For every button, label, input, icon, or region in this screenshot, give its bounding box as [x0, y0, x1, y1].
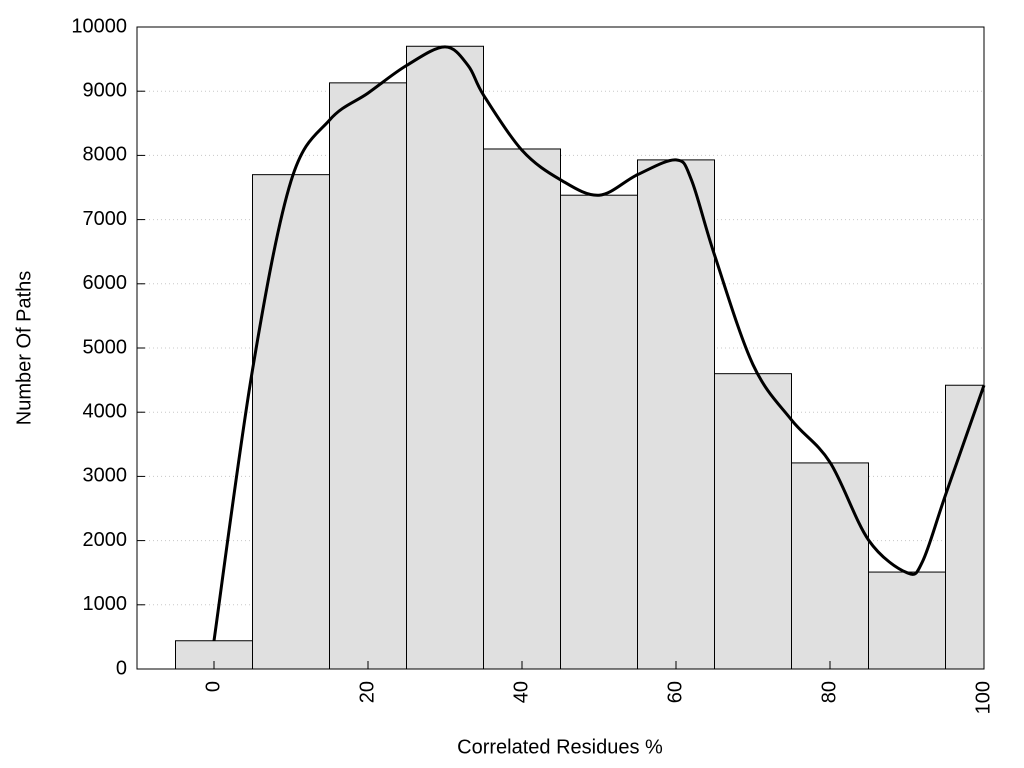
bar: [483, 148, 561, 670]
bar: [945, 384, 985, 670]
x-tick-label: 60: [664, 681, 686, 703]
y-tick-label: 9000: [83, 79, 128, 101]
bar: [252, 174, 330, 670]
bar: [560, 194, 638, 670]
bar: [637, 159, 715, 670]
bar: [329, 82, 407, 670]
x-tick-label: 80: [818, 681, 840, 703]
bar: [714, 373, 792, 670]
x-tick-label: 40: [510, 681, 532, 703]
y-tick-label: 3000: [83, 465, 128, 487]
y-tick-label: 2000: [83, 529, 128, 551]
y-tick-label: 5000: [83, 336, 128, 358]
y-tick-label: 6000: [83, 272, 128, 294]
x-tick-label: 0: [202, 681, 224, 692]
x-tick-label: 20: [356, 681, 378, 703]
y-axis-title: Number Of Paths: [13, 271, 35, 426]
bar: [406, 45, 484, 670]
y-tick-label: 7000: [83, 208, 128, 230]
y-tick-label: 1000: [83, 593, 128, 615]
plot-frame: [136, 26, 985, 670]
density-curve: [212, 45, 986, 641]
x-tick-label: 100: [972, 681, 994, 714]
y-tick-label: 8000: [83, 144, 128, 166]
bar: [868, 571, 946, 670]
bar: [791, 462, 869, 670]
y-tick-label: 0: [116, 657, 127, 679]
y-tick-label: 4000: [83, 400, 128, 422]
y-tick-label: 10000: [71, 15, 127, 37]
x-axis-title: Correlated Residues %: [457, 736, 663, 758]
